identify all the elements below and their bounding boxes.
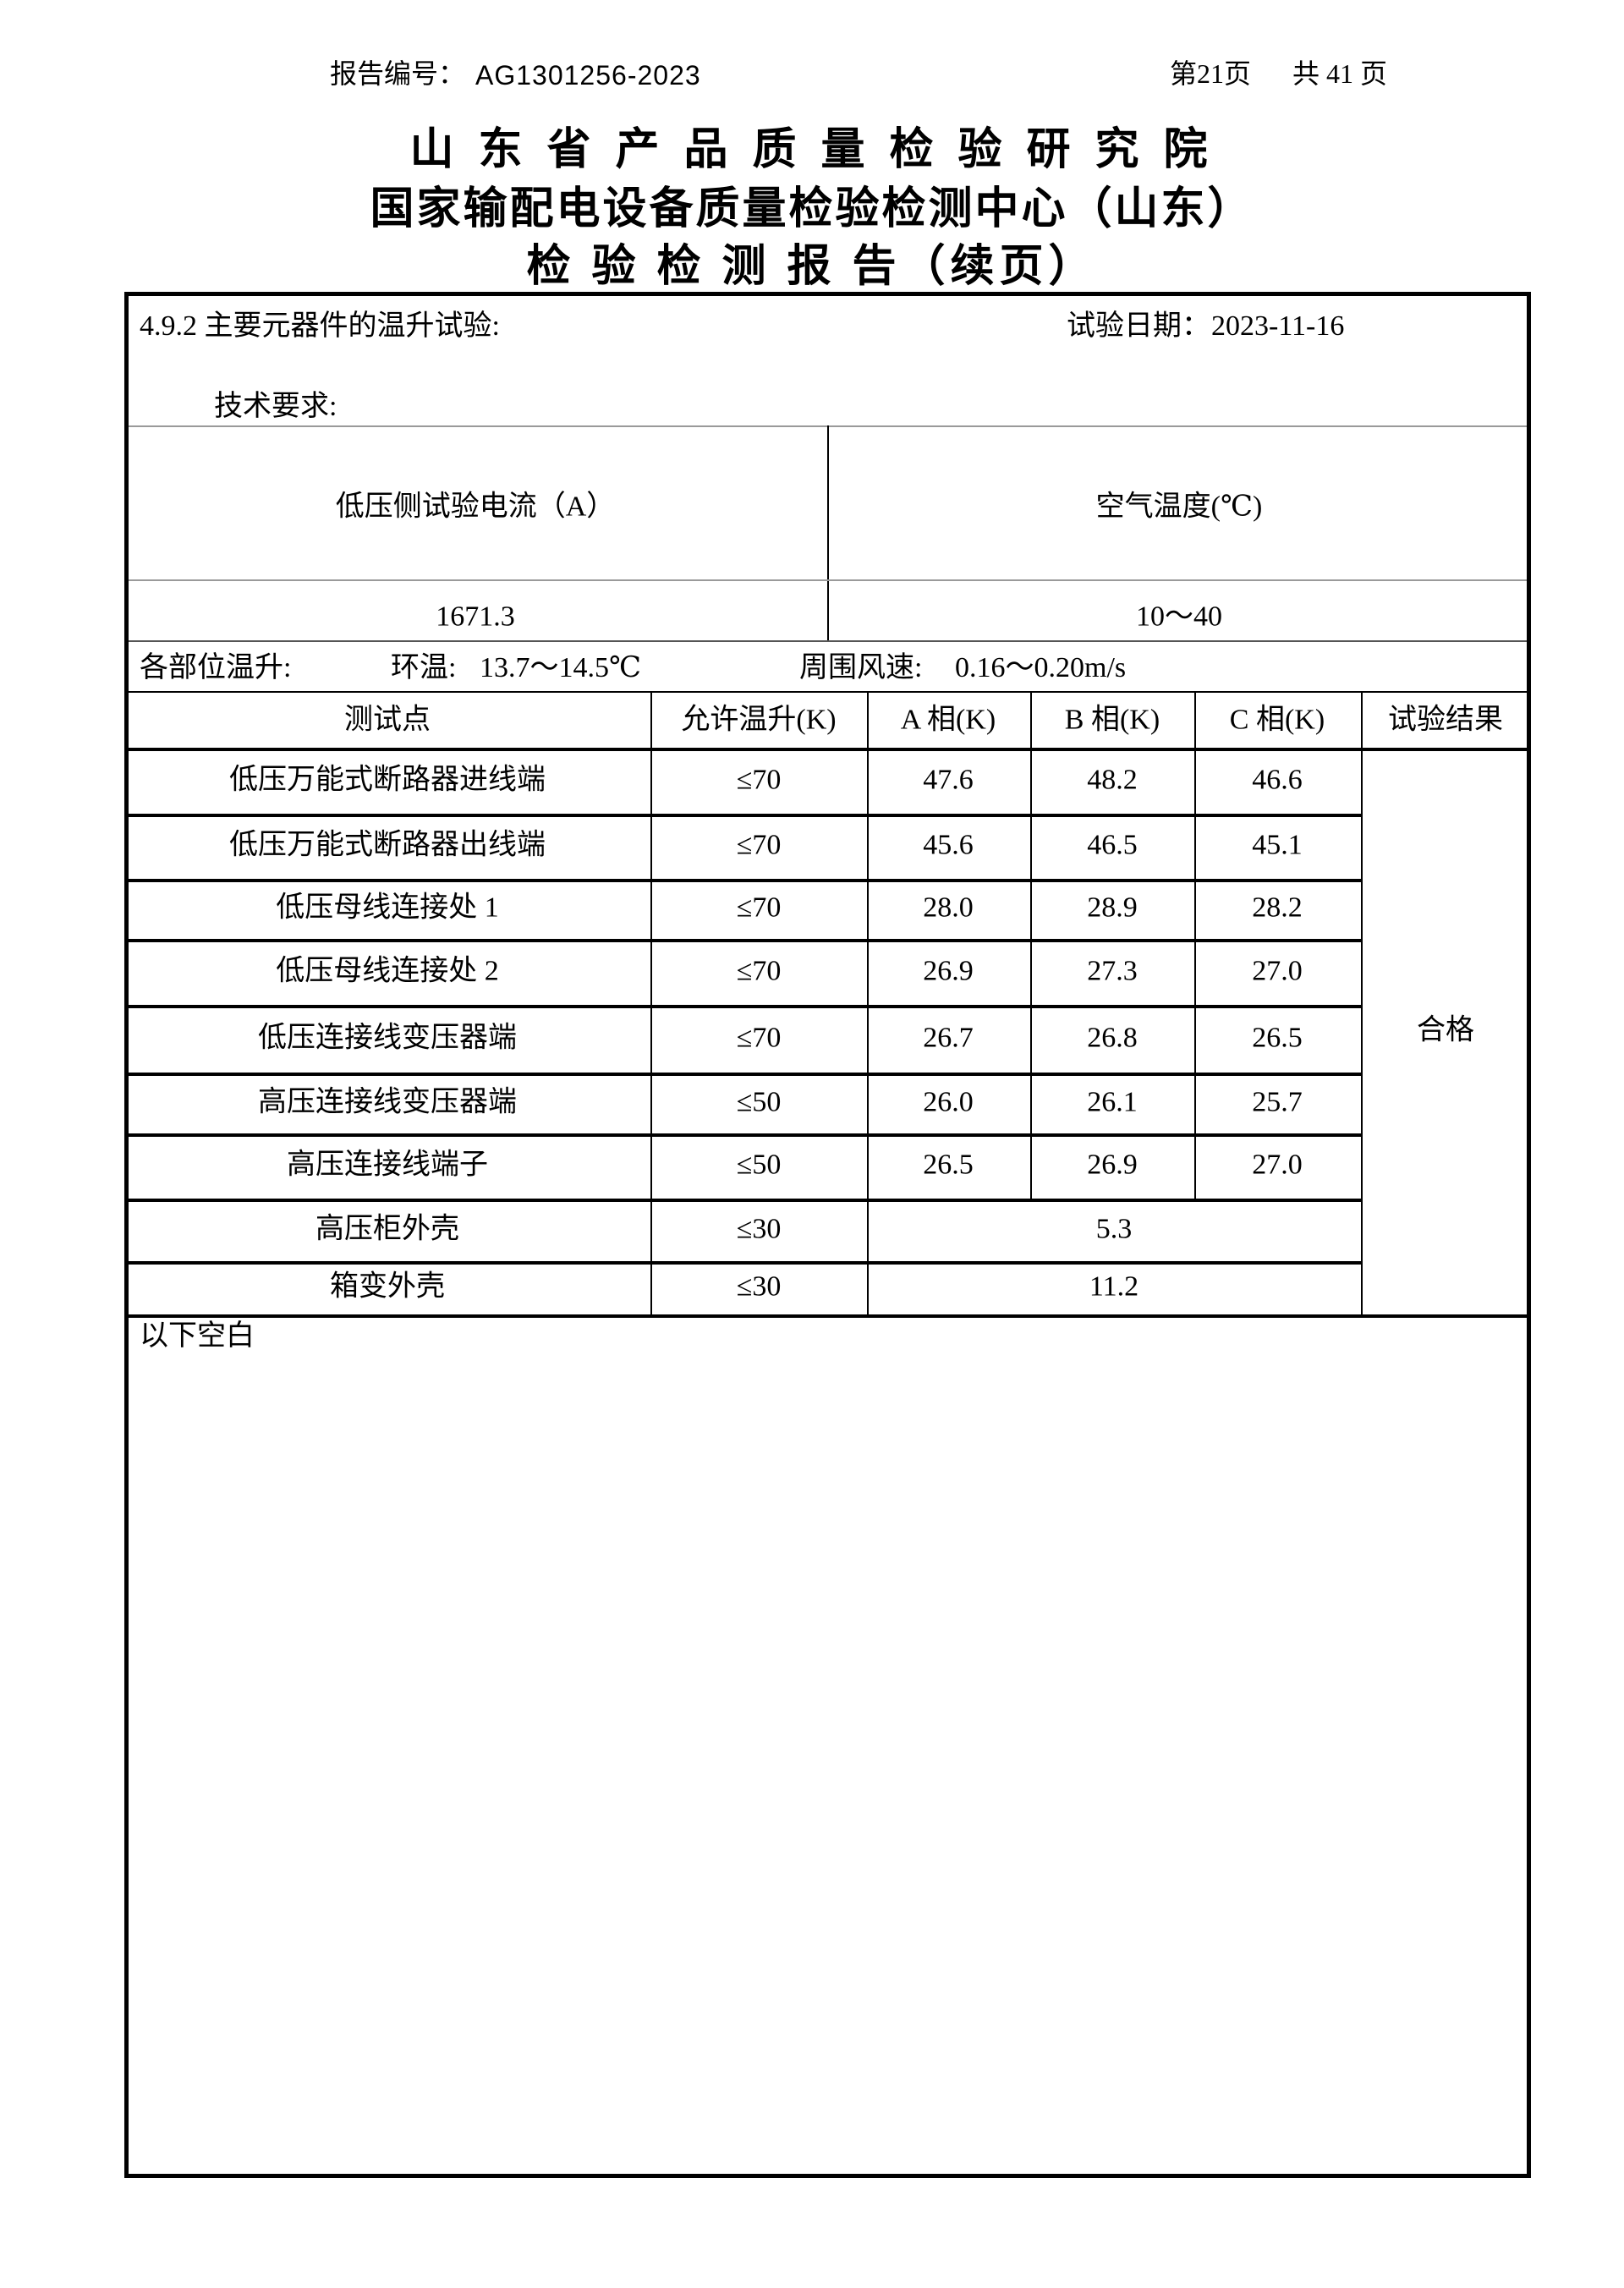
- row-merged-value: 11.2: [1089, 1270, 1139, 1303]
- table-col-divider-point: [650, 691, 652, 1314]
- table-col-divider-result: [1361, 691, 1363, 1314]
- row-point: 高压连接线变压器端: [258, 1086, 517, 1118]
- ambient-temp-label: 环温:: [391, 652, 457, 683]
- row-phase-c: 25.7: [1252, 1086, 1303, 1118]
- row-phase-a: 26.0: [923, 1086, 974, 1118]
- table-row-rule-3: [129, 939, 1361, 942]
- row-point: 低压母线连接处 2: [276, 955, 499, 987]
- row-phase-a: 47.6: [923, 764, 974, 796]
- report-number-value: AG1301256-2023: [475, 60, 701, 91]
- row-phase-a: 26.7: [923, 1022, 974, 1054]
- blank-below-note: 以下空白: [140, 1320, 255, 1352]
- row-phase-b: 48.2: [1087, 764, 1138, 796]
- row-phase-c: 46.6: [1252, 764, 1303, 796]
- report-number-label: 报告编号：: [330, 58, 466, 89]
- table-row-rule-6: [129, 1133, 1361, 1137]
- row-limit: ≤70: [736, 955, 782, 987]
- row-point: 箱变外壳: [330, 1270, 445, 1303]
- table-top-rule: [129, 691, 1527, 693]
- row-phase-b: 46.5: [1087, 829, 1138, 861]
- row-limit: ≤50: [736, 1086, 782, 1118]
- wind-speed-label: 周围风速:: [799, 652, 923, 683]
- row-point: 低压万能式断路器出线端: [229, 829, 546, 861]
- row-phase-b: 28.9: [1087, 892, 1138, 924]
- table-col-divider-a: [1030, 691, 1032, 1199]
- tech-requirement-label: 技术要求:: [214, 391, 337, 422]
- row-point: 低压连接线变压器端: [258, 1022, 517, 1054]
- table-row-rule-8: [129, 1261, 1361, 1265]
- conditions-column-divider: [827, 425, 829, 640]
- report-title-line3: 检 验 检 测 报 告（续页）: [526, 243, 1098, 291]
- col-header-result: 试验结果: [1388, 704, 1503, 736]
- row-point: 低压万能式断路器进线端: [229, 764, 546, 796]
- row-phase-b: 27.3: [1087, 955, 1138, 987]
- row-limit: ≤30: [736, 1270, 782, 1303]
- row-phase-a: 26.5: [923, 1149, 974, 1181]
- row-limit: ≤50: [736, 1149, 782, 1181]
- section-heading: 4.9.2 主要元器件的温升试验:: [140, 310, 500, 342]
- condition-value-air-temp: 10～40: [1136, 601, 1222, 633]
- col-header-phase-b: B 相(K): [1064, 704, 1160, 736]
- condition-value-current: 1671.3: [436, 601, 515, 633]
- row-limit: ≤70: [736, 764, 782, 796]
- test-date-value: 2023-11-16: [1211, 310, 1345, 342]
- test-result-value: 合格: [1417, 1014, 1474, 1046]
- test-date-label: 试验日期：: [1067, 310, 1210, 342]
- ambient-section-label: 各部位温升:: [140, 652, 292, 683]
- col-header-allowed-rise: 允许温升(K): [681, 704, 837, 736]
- row-point: 高压连接线端子: [287, 1149, 488, 1181]
- page-number-current: 第21页: [1170, 58, 1252, 89]
- org-title-line1: 山 东 省 产 品 质 量 检 验 研 究 院: [409, 126, 1215, 174]
- row-phase-a: 26.9: [923, 955, 974, 987]
- page-number-total: 共 41 页: [1292, 58, 1388, 89]
- table-col-divider-b: [1194, 691, 1196, 1199]
- table-col-divider-limit: [867, 691, 869, 1314]
- row-phase-a: 45.6: [923, 829, 974, 861]
- table-header-bottom-rule: [129, 748, 1527, 751]
- condition-header-current: 低压侧试验电流（A）: [335, 491, 616, 523]
- table-bottom-rule: [129, 1314, 1527, 1318]
- row-phase-b: 26.9: [1087, 1149, 1138, 1181]
- table-row-rule-2: [129, 879, 1361, 882]
- rule-under-condition-values: [129, 640, 1527, 642]
- ambient-temp-value: 13.7～14.5℃: [480, 652, 642, 683]
- row-phase-b: 26.8: [1087, 1022, 1138, 1054]
- table-row-rule-1: [129, 814, 1361, 817]
- row-point: 低压母线连接处 1: [276, 892, 499, 924]
- row-limit: ≤70: [736, 1022, 782, 1054]
- row-limit: ≤70: [736, 829, 782, 861]
- table-row-rule-5: [129, 1073, 1361, 1076]
- table-row-rule-4: [129, 1005, 1361, 1008]
- row-merged-value: 5.3: [1095, 1213, 1133, 1245]
- row-point: 高压柜外壳: [315, 1213, 459, 1245]
- row-phase-c: 27.0: [1252, 955, 1303, 987]
- wind-speed-value: 0.16～0.20m/s: [955, 652, 1127, 683]
- col-header-test-point: 测试点: [344, 704, 431, 736]
- col-header-phase-c: C 相(K): [1229, 704, 1325, 736]
- org-title-line2: 国家输配电设备质量检验检测中心（山东）: [370, 185, 1254, 233]
- table-row-rule-7: [129, 1199, 1361, 1202]
- row-phase-a: 28.0: [923, 892, 974, 924]
- rule-under-condition-headers: [129, 579, 1527, 581]
- row-phase-b: 26.1: [1087, 1086, 1138, 1118]
- row-phase-c: 27.0: [1252, 1149, 1303, 1181]
- row-phase-c: 45.1: [1252, 829, 1303, 861]
- row-limit: ≤70: [736, 892, 782, 924]
- col-header-phase-a: A 相(K): [900, 704, 996, 736]
- row-phase-c: 28.2: [1252, 892, 1303, 924]
- row-limit: ≤30: [736, 1213, 782, 1245]
- condition-header-air-temp: 空气温度(℃): [1095, 491, 1263, 523]
- row-phase-c: 26.5: [1252, 1022, 1303, 1054]
